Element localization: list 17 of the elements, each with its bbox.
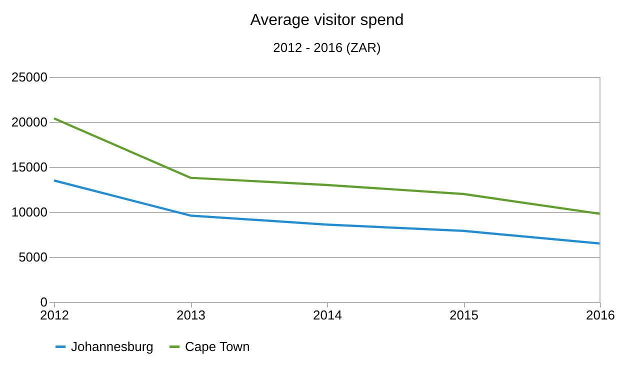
line-series [52, 117, 602, 215]
line-series [52, 179, 602, 245]
legend-label: Cape Town [185, 338, 250, 354]
x-tick-label: 2016 [586, 308, 615, 322]
y-tick-label: 0 [40, 294, 48, 310]
y-tick-label: 25000 [11, 70, 48, 84]
y-tick-label: 5000 [18, 250, 48, 264]
chart-subtitle: 2012 - 2016 (ZAR) [273, 40, 381, 55]
chart-title: Average visitor spend [250, 12, 404, 29]
x-tick-label: 2013 [176, 308, 206, 322]
y-tick-label: 10000 [11, 204, 48, 220]
y-tick-label: 20000 [11, 114, 48, 130]
legend-label: Johannesburg [71, 338, 154, 354]
x-tick-label: 2012 [40, 308, 69, 322]
y-tick-label: 15000 [11, 160, 48, 174]
x-tick-label: 2014 [313, 308, 342, 322]
x-tick-label: 2015 [450, 308, 478, 322]
